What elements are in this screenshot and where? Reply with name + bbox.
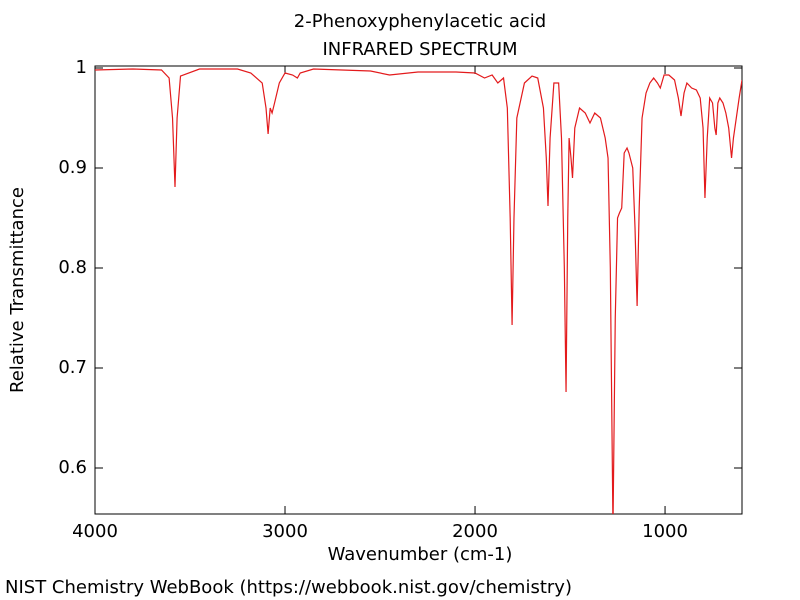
y-axis-label: Relative Transmittance [7, 187, 28, 393]
spectrum-line [95, 68, 742, 514]
chart-title: 2-Phenoxyphenylacetic acid [294, 11, 546, 32]
y-tick-label: 0.8 [58, 257, 87, 278]
x-tick-label: 3000 [262, 521, 308, 542]
y-tick-label: 0.9 [58, 157, 87, 178]
x-tick-label: 1000 [642, 521, 688, 542]
y-tick-label: 1 [76, 57, 87, 78]
y-tick-label: 0.6 [58, 457, 87, 478]
chart-subtitle: INFRARED SPECTRUM [322, 39, 517, 60]
x-tick-label: 4000 [72, 521, 118, 542]
x-tick-label: 2000 [452, 521, 498, 542]
x-axis-label: Wavenumber (cm-1) [328, 544, 513, 565]
source-note: NIST Chemistry WebBook (https://webbook.… [5, 577, 572, 598]
plot-frame [94, 65, 743, 515]
y-tick-label: 0.7 [58, 357, 87, 378]
